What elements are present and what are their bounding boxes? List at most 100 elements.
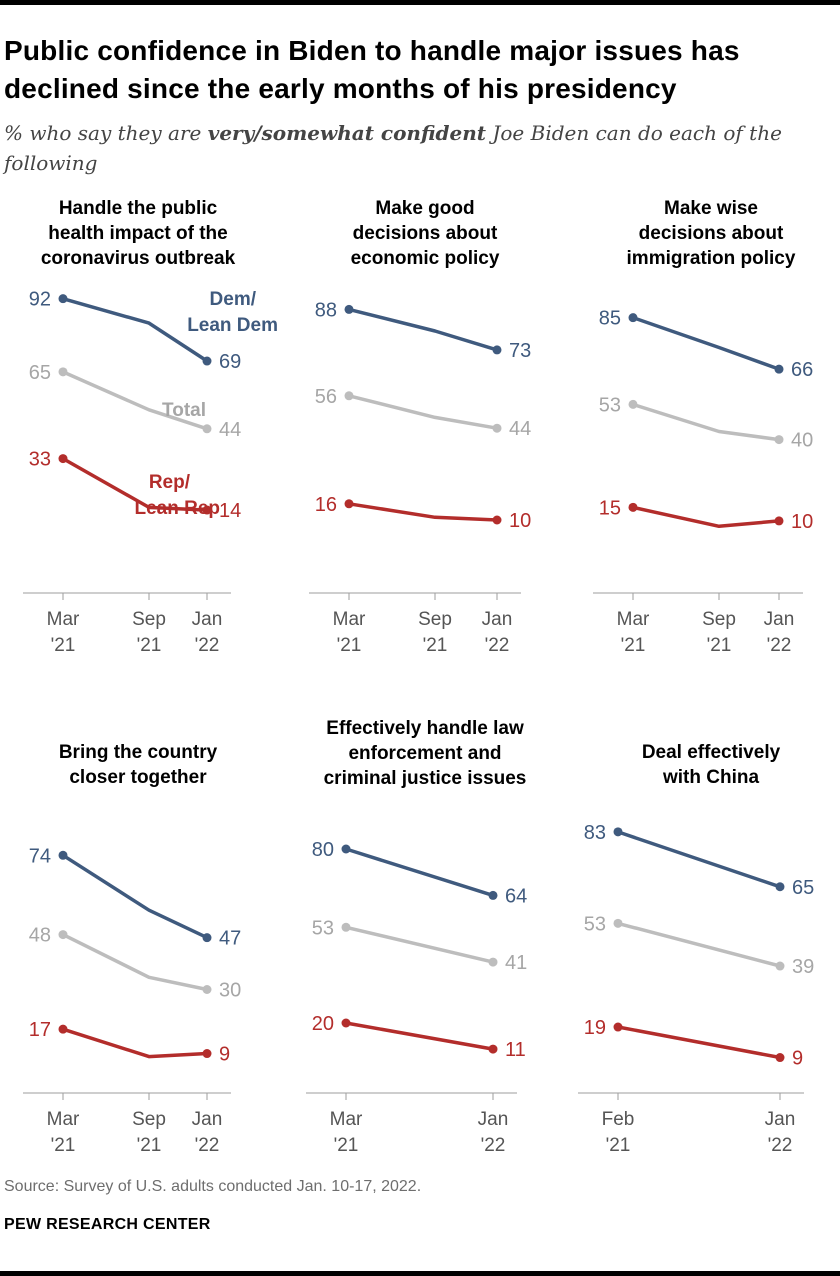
- subtitle-pre: % who say they are: [4, 121, 208, 145]
- panel-title-line: coronavirus outbreak: [41, 248, 236, 269]
- data-label-dem: 73: [509, 340, 531, 362]
- panel-title-line: decisions about: [639, 223, 784, 244]
- data-point-total: [58, 367, 68, 377]
- chart-panel-4: Bring the country closer together Mar '21 Se…: [23, 742, 241, 1156]
- data-label-dem: 66: [791, 359, 813, 381]
- data-label-rep: 19: [584, 1017, 606, 1039]
- chart-panel-2: Make good decisions about economic policy M…: [309, 198, 531, 656]
- data-label-total: 40: [791, 430, 813, 452]
- legend-rep-line2: Lean Rep: [134, 498, 220, 519]
- x-tick-label-year: '22: [195, 1135, 220, 1156]
- series-line-dem: [616, 830, 782, 889]
- x-tick-label-year: '22: [481, 1135, 506, 1156]
- data-point-dem: [344, 304, 354, 314]
- data-label-rep: 9: [792, 1048, 803, 1070]
- x-tick-label-month: Mar: [617, 609, 650, 630]
- data-point-total: [613, 918, 623, 928]
- data-label-rep: 9: [219, 1044, 230, 1066]
- data-point-total: [344, 391, 354, 401]
- series-line-total: [347, 394, 499, 430]
- x-tick-label-month: Mar: [330, 1109, 363, 1130]
- series-line-total: [61, 370, 209, 431]
- panel-title-line: immigration policy: [627, 248, 796, 269]
- data-label-dem: 74: [29, 845, 51, 867]
- data-point-dem: [613, 827, 623, 837]
- data-point-rep: [775, 1053, 785, 1063]
- data-label-total: 30: [219, 980, 241, 1002]
- panel-title-line: Make wise: [664, 198, 758, 219]
- x-tick-label-year: '22: [767, 635, 792, 656]
- x-tick-label-year: '22: [768, 1135, 793, 1156]
- chart-panel-3: Make wise decisions about immigration poli…: [593, 198, 813, 656]
- data-point-dem: [488, 890, 498, 900]
- data-point-total: [488, 957, 498, 967]
- data-point-rep: [628, 502, 638, 512]
- data-point-rep: [58, 454, 68, 464]
- x-tick-label-month: Sep: [132, 1109, 166, 1130]
- x-tick-label-year: '21: [51, 1135, 76, 1156]
- x-tick-label-year: '21: [707, 635, 732, 656]
- x-tick-label-month: Feb: [602, 1109, 635, 1130]
- data-label-rep: 14: [219, 500, 241, 522]
- x-tick-label-month: Jan: [765, 1109, 796, 1130]
- x-tick-label-year: '21: [137, 1135, 162, 1156]
- x-tick-label-month: Jan: [764, 609, 795, 630]
- series-line-rep: [347, 502, 499, 522]
- x-tick-label-year: '21: [621, 635, 646, 656]
- panel-title-line: Bring the country: [59, 742, 218, 763]
- data-point-dem: [628, 313, 638, 323]
- x-tick-label-month: Sep: [702, 609, 736, 630]
- x-tick-label-month: Jan: [192, 609, 223, 630]
- data-label-dem: 69: [219, 351, 241, 373]
- panel-title-line: health impact of the: [48, 223, 227, 244]
- legend-dem-line1: Dem/: [210, 289, 257, 310]
- legend-dem-line2: Lean Dem: [187, 315, 278, 336]
- data-label-rep: 17: [29, 1019, 51, 1041]
- data-label-total: 53: [312, 917, 334, 939]
- series-line-total: [61, 932, 209, 992]
- data-point-total: [58, 930, 68, 940]
- data-label-rep: 10: [509, 510, 531, 532]
- chart-panel-5: Effectively handle law enforcement and cri…: [306, 718, 527, 1156]
- legend-total: Total: [162, 400, 206, 421]
- legend-rep-line1: Rep/: [149, 472, 191, 493]
- data-label-rep: 20: [312, 1013, 334, 1035]
- data-point-total: [202, 985, 212, 994]
- data-point-rep: [488, 1044, 498, 1054]
- data-point-dem: [58, 850, 68, 860]
- series-line-dem: [61, 296, 209, 363]
- panel-title-line: Make good: [375, 198, 474, 219]
- data-point-rep: [492, 515, 502, 525]
- series-line-rep: [61, 1027, 209, 1059]
- x-tick-label-year: '21: [606, 1135, 631, 1156]
- panel-title-line: Deal effectively: [642, 742, 781, 763]
- data-point-rep: [613, 1022, 623, 1032]
- data-label-rep: 15: [599, 497, 621, 519]
- data-point-rep: [344, 499, 354, 509]
- data-point-total: [628, 399, 638, 409]
- data-point-total: [341, 922, 351, 932]
- data-point-dem: [775, 882, 785, 892]
- panel-title-line: closer together: [69, 767, 207, 788]
- x-tick-label-year: '22: [195, 635, 220, 656]
- panel-title-line: Effectively handle law: [326, 718, 524, 739]
- chart-subtitle: % who say they are very/somewhat confide…: [4, 118, 824, 178]
- data-point-rep: [774, 516, 784, 526]
- data-point-total: [492, 423, 502, 433]
- panel-title-line: with China: [662, 767, 759, 788]
- x-tick-label-year: '21: [137, 635, 162, 656]
- data-label-dem: 47: [219, 928, 241, 950]
- data-label-dem: 83: [584, 822, 606, 844]
- x-tick-label-year: '21: [51, 635, 76, 656]
- series-line-total: [616, 921, 782, 968]
- series-line-dem: [631, 315, 781, 371]
- data-point-dem: [774, 364, 784, 374]
- data-point-rep: [58, 1024, 68, 1034]
- subtitle-post: Joe Biden can do each of the following: [4, 121, 782, 175]
- data-point-rep: [202, 505, 212, 515]
- data-label-rep: 10: [791, 511, 813, 533]
- x-tick-label-month: Mar: [47, 1109, 80, 1130]
- data-point-total: [202, 424, 212, 434]
- data-label-dem: 80: [312, 839, 334, 861]
- x-tick-label-month: Mar: [47, 609, 80, 630]
